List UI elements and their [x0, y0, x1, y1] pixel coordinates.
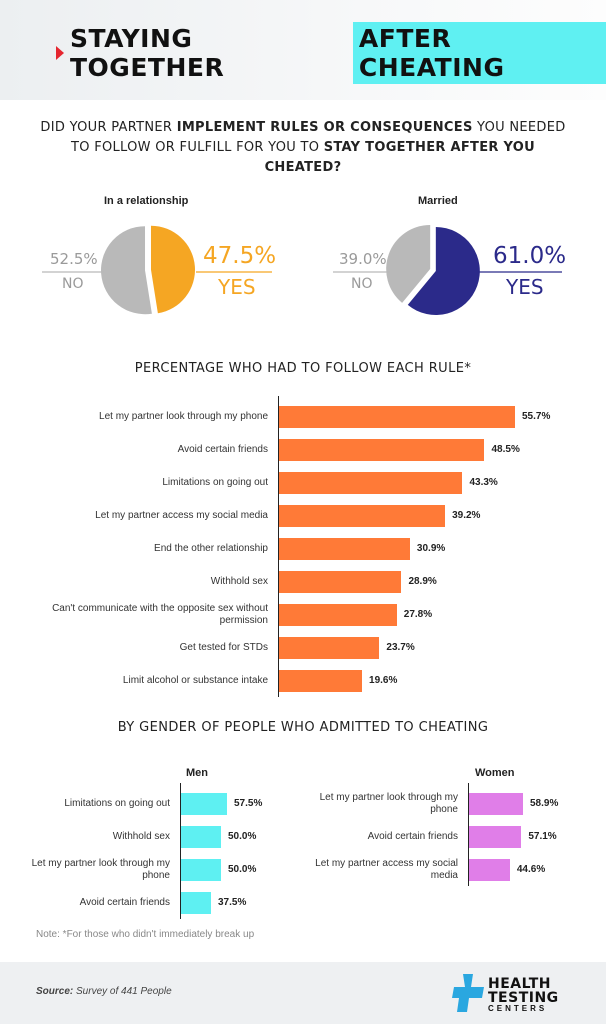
relationship-no-value: 52.5%	[50, 250, 98, 268]
bar-2-2	[279, 471, 463, 494]
bar-2-7	[279, 636, 380, 659]
question-bold-1: IMPLEMENT RULES OR CONSEQUENCES	[176, 120, 473, 135]
title-arrow-icon	[56, 46, 64, 60]
bar-value-label: 39.2%	[452, 509, 481, 521]
question-bold-2: STAY TOGETHER AFTER YOU CHEATED?	[264, 140, 535, 175]
pie-slice-yes-1	[407, 227, 480, 316]
bar-2-4	[279, 537, 410, 560]
title-part2: AFTER CHEATING	[352, 22, 606, 84]
bar-category-label: Let my partner look through my phone	[99, 410, 268, 422]
pie-charts	[42, 224, 562, 316]
bar-category-label: Avoid certain friends	[79, 896, 170, 908]
women-chart-title: Women	[475, 767, 515, 779]
footnote: Note: *For those who didn't immediately …	[36, 929, 255, 940]
bar-category-label: Limit alcohol or substance intake	[122, 674, 268, 686]
bar-category-label: Avoid certain friends	[177, 443, 268, 455]
question-text-1: DID YOUR PARTNER	[40, 120, 177, 135]
bar-value-label: 44.6%	[516, 863, 546, 875]
bar-category-label: Withhold sex	[210, 575, 268, 587]
bar-category-label: End the other relationship	[154, 542, 268, 554]
bar-value-label: 50.0%	[228, 863, 257, 875]
page-title: STAYING TOGETHER AFTER CHEATING	[56, 22, 606, 84]
bar-2-0	[279, 405, 515, 428]
bar-3-0	[181, 792, 227, 815]
bar-axis	[180, 783, 181, 919]
pie-slice-no-1	[386, 224, 431, 303]
relationship-no-label: NO	[62, 276, 84, 292]
bar-2-5	[279, 570, 402, 593]
bar-value-label: 57.1%	[528, 830, 557, 842]
bar-2-3	[279, 504, 446, 527]
bar-value-label: 55.7%	[522, 410, 551, 422]
bar-category-label: Let my partner access my social media	[315, 857, 458, 881]
bar-value-label: 28.9%	[408, 575, 437, 587]
bar-3-1	[181, 825, 221, 848]
married-no-label: NO	[351, 276, 373, 292]
bar-2-8	[279, 669, 363, 692]
survey-question: DID YOUR PARTNER IMPLEMENT RULES OR CONS…	[40, 118, 566, 178]
pie-title-relationship: In a relationship	[104, 195, 189, 207]
bar-4-0	[469, 792, 523, 815]
pie-title-married: Married	[418, 195, 458, 207]
married-yes-label: YES	[506, 275, 544, 299]
relationship-yes-value: 47.5%	[203, 243, 277, 269]
bar-2-6	[279, 603, 397, 626]
bar-value-label: 58.9%	[530, 797, 559, 809]
bar-3-2	[181, 858, 221, 881]
bar-value-label: 37.5%	[218, 896, 247, 908]
bar-category-label: Let my partner look through my phone	[31, 857, 170, 881]
bar-3-3	[181, 891, 211, 914]
bar-category-label: Limitations on going out	[162, 476, 268, 488]
bar-value-label: 57.5%	[234, 797, 263, 809]
bar-category-label: Get tested for STDs	[179, 641, 268, 653]
married-no-value: 39.0%	[339, 250, 387, 268]
bar-value-label: 27.8%	[403, 608, 433, 620]
bar-4-2	[469, 858, 510, 881]
bar-2-1	[279, 438, 485, 461]
section-title-rules: PERCENTAGE WHO HAD TO FOLLOW EACH RULE*	[134, 361, 472, 376]
bar-value-label: 30.9%	[416, 542, 446, 554]
logo-line3: CENTERS	[488, 1004, 548, 1013]
footer-background	[0, 962, 606, 1024]
bar-value-label: 43.3%	[469, 476, 498, 488]
medical-cross-icon	[452, 974, 484, 1012]
relationship-yes-label: YES	[218, 275, 256, 299]
bar-value-label: 48.5%	[491, 443, 520, 455]
bar-category-label: Avoid certain friends	[367, 830, 458, 842]
bar-value-label: 23.7%	[386, 641, 415, 653]
men-chart-title: Men	[186, 767, 208, 779]
bar-category-label: Let my partner access my social media	[95, 509, 268, 521]
bar-category-label: Can't communicate with the opposite sex …	[52, 602, 268, 626]
bar-category-label: Withhold sex	[112, 830, 170, 842]
source-text: Survey of 441 People	[73, 986, 172, 997]
source-note: Source: Survey of 441 People	[36, 986, 172, 997]
logo-line1: HEALTH	[488, 976, 551, 992]
source-label: Source:	[36, 986, 74, 997]
pie-slice-no-0	[101, 226, 152, 315]
bar-value-label: 50.0%	[228, 830, 257, 842]
married-yes-value: 61.0%	[493, 243, 567, 269]
bar-axis	[278, 396, 279, 697]
bar-axis	[468, 783, 469, 886]
health-testing-centers-logo: HEALTH TESTING CENTERS	[452, 972, 582, 1016]
question-text-2: YOU NEEDED TO FOLLOW OR FULFILL FOR YOU …	[70, 120, 566, 155]
title-part1: STAYING TOGETHER	[70, 24, 225, 82]
logo-line2: TESTING	[488, 990, 559, 1006]
bar-value-label: 19.6%	[369, 674, 398, 686]
section-title-gender: BY GENDER OF PEOPLE WHO ADMITTED TO CHEA…	[117, 720, 489, 735]
bar-category-label: Let my partner look through my phone	[319, 791, 458, 815]
bar-4-1	[469, 825, 522, 848]
pie-slice-yes-0	[150, 225, 195, 314]
bar-category-label: Limitations on going out	[64, 797, 170, 809]
